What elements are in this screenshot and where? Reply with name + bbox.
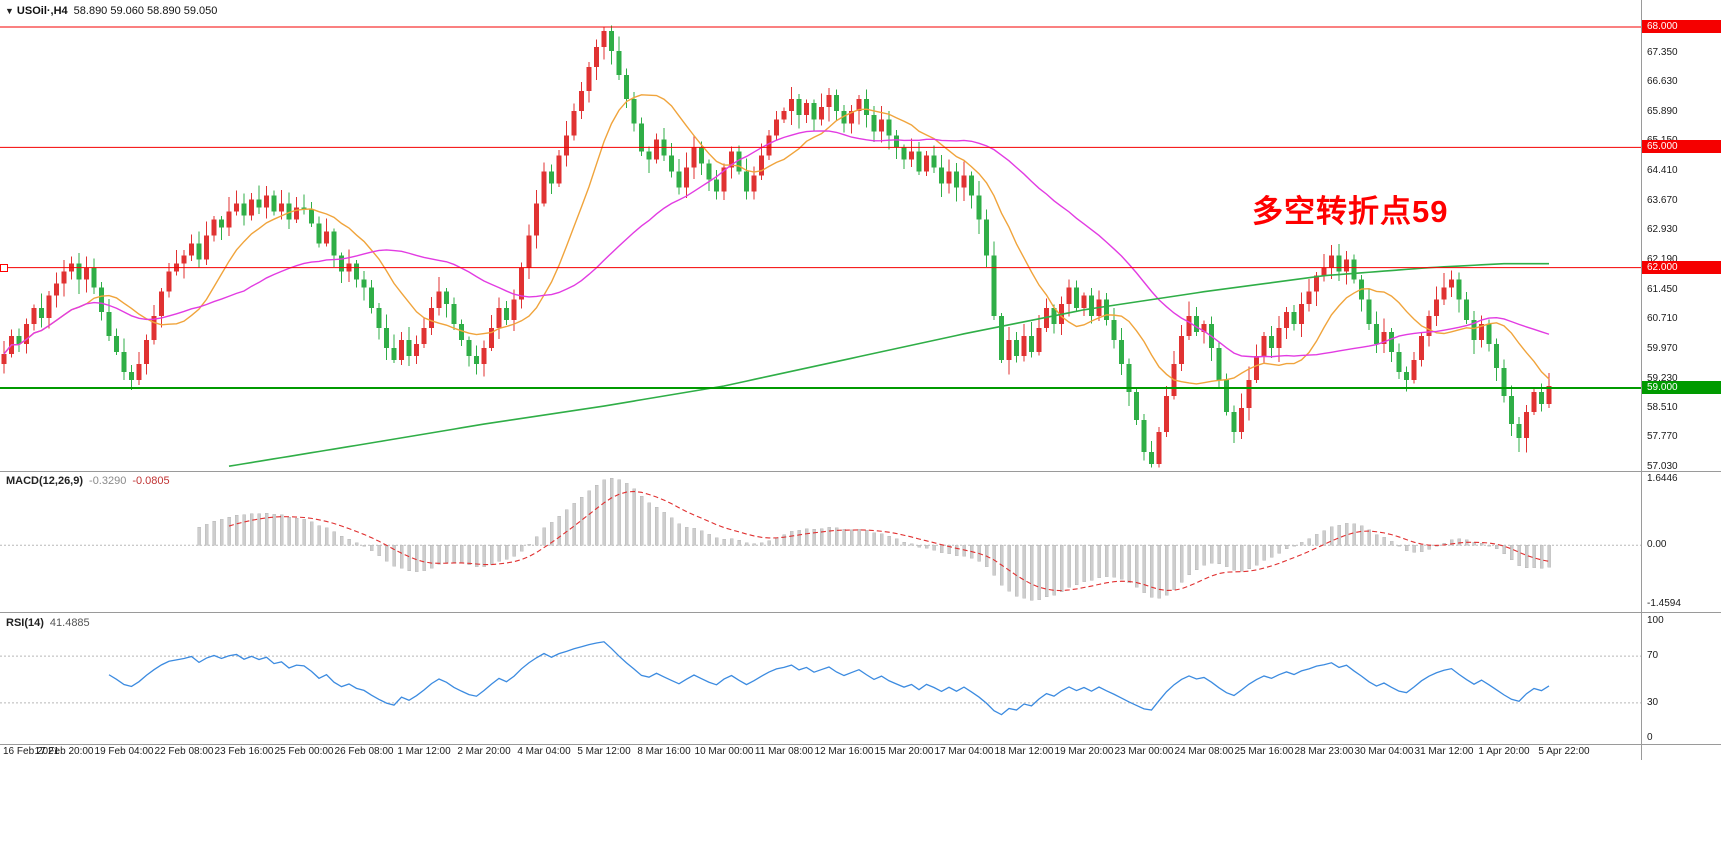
time-axis-label: 23 Mar 00:00 (1114, 746, 1174, 757)
rsi-axis-label: 100 (1647, 615, 1664, 626)
indicator-level-lines (0, 544, 1641, 704)
price-line-anchor[interactable] (0, 264, 8, 272)
rsi-name: RSI(14) (6, 617, 44, 629)
price-tag: 62.000 (1642, 260, 1721, 274)
ohlc-values: 58.890 59.060 58.890 59.050 (73, 5, 218, 17)
time-axis-label: 19 Feb 04:00 (94, 746, 154, 757)
chart-dropdown-icon[interactable]: ▼ (5, 6, 14, 16)
panel-separators (0, 0, 1721, 760)
time-axis-label: 26 Feb 08:00 (334, 746, 394, 757)
macd-axis: 1.6446 0.00 -1.4594 (1644, 0, 1721, 760)
time-axis-label: 24 Mar 08:00 (1174, 746, 1234, 757)
price-axis-label: 63.670 (1647, 194, 1678, 206)
time-axis-label: 8 Mar 16:00 (637, 746, 691, 757)
price-axis-label: 61.450 (1647, 283, 1678, 295)
macd-signal-line (228, 490, 1550, 592)
price-axis-label: 65.890 (1647, 105, 1678, 117)
time-axis-label: 17 Mar 04:00 (934, 746, 994, 757)
horizontal-price-lines[interactable] (0, 26, 1641, 389)
time-axis-label: 23 Feb 16:00 (214, 746, 274, 757)
rsi-axis-label: 0 (1647, 732, 1653, 743)
time-axis-label: 30 Mar 04:00 (1354, 746, 1414, 757)
time-axis-label: 4 Mar 04:00 (517, 746, 571, 757)
price-axis-label: 66.630 (1647, 75, 1678, 87)
chart-title-bar: ▼ USOil·,H4 58.890 59.060 58.890 59.050 (5, 5, 217, 17)
annotation-text: 多空转折点59 (1252, 194, 1449, 229)
time-axis-label: 22 Feb 08:00 (154, 746, 214, 757)
ma-mid-line (3, 130, 1550, 358)
macd-main-value: -0.3290 (89, 475, 127, 487)
time-axis-label: 12 Mar 16:00 (814, 746, 874, 757)
macd-indicator-label: MACD(12,26,9) -0.3290 -0.0805 (6, 475, 170, 487)
macd-axis-label: 0.00 (1647, 539, 1667, 551)
price-tag: 65.000 (1642, 140, 1721, 154)
price-axis-label: 67.350 (1647, 47, 1678, 59)
price-axis-label: 58.510 (1647, 401, 1678, 413)
symbol-timeframe-label: USOil·,H4 (16, 5, 68, 17)
time-axis-label: 5 Mar 12:00 (577, 746, 631, 757)
macd-axis-label: 1.6446 (1647, 473, 1678, 484)
time-axis-label: 10 Mar 00:00 (694, 746, 754, 757)
time-axis-label: 17 Feb 20:00 (34, 746, 94, 757)
time-axis-label: 11 Mar 08:00 (754, 746, 814, 757)
time-axis-label: 1 Mar 12:00 (397, 746, 451, 757)
price-axis-label: 59.230 (1647, 372, 1678, 384)
price-axis-label: 57.030 (1647, 461, 1678, 472)
candlesticks (1, 25, 1552, 468)
price-axis-label: 59.970 (1647, 343, 1678, 355)
time-axis-label: 15 Mar 20:00 (874, 746, 934, 757)
rsi-line (108, 641, 1550, 716)
time-axis-label: 1 Apr 20:00 (1478, 746, 1530, 757)
price-axis-label: 57.770 (1647, 431, 1678, 443)
macd-signal-value: -0.0805 (132, 475, 170, 487)
time-axis-label: 16 Feb 2021 (3, 746, 60, 757)
time-axis-label: 19 Mar 20:00 (1054, 746, 1114, 757)
time-axis-label: 2 Mar 20:00 (457, 746, 511, 757)
rsi-axis-label: 30 (1647, 696, 1659, 708)
macd-histogram (197, 478, 1551, 601)
ma-slow-line (228, 262, 1549, 467)
price-tag: 59.000 (1642, 380, 1721, 394)
time-axis-label: 5 Apr 22:00 (1538, 746, 1590, 757)
price-axis-label: 62.930 (1647, 224, 1678, 236)
rsi-axis-label: 70 (1647, 650, 1659, 662)
rsi-indicator-label: RSI(14) 41.4885 (6, 617, 90, 629)
time-axis-label: 25 Feb 00:00 (274, 746, 334, 757)
rsi-value: 41.4885 (49, 617, 90, 629)
time-axis-label: 31 Mar 12:00 (1414, 746, 1474, 757)
time-axis-label: 28 Mar 23:00 (1294, 746, 1354, 757)
rsi-axis: 100 70 30 0 (1644, 0, 1721, 760)
time-axis-label: 25 Mar 16:00 (1234, 746, 1294, 757)
price-axis-label: 60.710 (1647, 313, 1678, 325)
price-tag: 68.000 (1642, 20, 1721, 33)
time-axis-label: 18 Mar 12:00 (994, 746, 1054, 757)
macd-name: MACD(12,26,9) (6, 475, 84, 487)
price-axis-label: 62.190 (1647, 254, 1678, 266)
price-axis-label: 64.410 (1647, 164, 1678, 176)
macd-axis-label: -1.4594 (1647, 597, 1681, 609)
ma-fast-line (3, 94, 1550, 385)
